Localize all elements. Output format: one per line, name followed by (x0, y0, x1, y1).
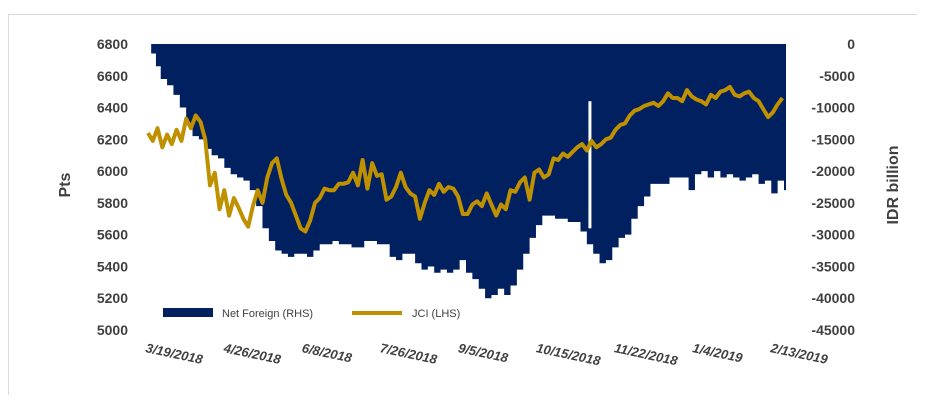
chart-frame (8, 14, 917, 395)
left-axis-ticks: 6800 6600 6400 6200 6000 5800 5600 5400 5200 5000 (97, 36, 128, 338)
left-tick-label: 5000 (97, 322, 128, 338)
right-axis-title: IDR billion (885, 145, 902, 224)
right-tick-label: -35000 (811, 258, 855, 274)
right-tick-label: -25000 (811, 195, 855, 211)
right-tick-label: -40000 (811, 290, 855, 306)
right-tick-label: -45000 (811, 322, 855, 338)
left-axis-title: Pts (57, 172, 74, 197)
left-tick-label: 5200 (97, 290, 128, 306)
right-tick-label: -10000 (811, 100, 855, 116)
left-tick-label: 6800 (97, 36, 128, 52)
right-tick-label: -15000 (811, 131, 855, 147)
right-tick-label: -30000 (811, 227, 855, 243)
legend-label-net-foreign: Net Foreign (RHS) (222, 308, 313, 320)
left-tick-label: 6000 (97, 163, 128, 179)
left-tick-label: 5600 (97, 227, 128, 243)
x-tick-label: 10/15/2018 (535, 340, 603, 368)
right-tick-label: 0 (847, 36, 855, 52)
jci-line-layer (146, 84, 785, 234)
legend-swatch-net-foreign (163, 308, 213, 317)
x-tick-label: 3/19/2018 (144, 340, 204, 367)
net-foreign-area-layer (148, 44, 786, 299)
left-tick-label: 6400 (97, 100, 128, 116)
left-tick-label: 6200 (97, 131, 128, 147)
x-tick-label: 9/5/2018 (457, 340, 510, 365)
net-foreign-area (148, 44, 786, 299)
x-tick-label: 11/22/2018 (613, 340, 680, 368)
net-foreign-gap (588, 101, 592, 229)
x-tick-label: 7/26/2018 (379, 340, 439, 367)
x-tick-label: 2/13/2019 (768, 340, 829, 367)
x-tick-label: 1/4/2019 (691, 340, 744, 365)
x-tick-label: 6/8/2018 (301, 340, 354, 365)
legend-label-jci: JCI (LHS) (412, 308, 460, 320)
right-axis-ticks: 0 -5000 -10000 -15000 -20000 -25000 -30000 -350… (811, 36, 855, 338)
left-tick-label: 6600 (97, 68, 128, 84)
right-tick-label: -20000 (811, 163, 855, 179)
x-axis-ticks: 3/19/2018 4/26/2018 6/8/2018 7/26/2018 9/5/2… (144, 340, 829, 369)
left-tick-label: 5400 (97, 258, 128, 274)
x-tick-label: 4/26/2018 (222, 340, 283, 367)
jci-line (146, 84, 785, 234)
left-tick-label: 5800 (97, 195, 128, 211)
right-tick-label: -5000 (819, 68, 855, 84)
legend: Net Foreign (RHS) JCI (LHS) (163, 308, 460, 320)
